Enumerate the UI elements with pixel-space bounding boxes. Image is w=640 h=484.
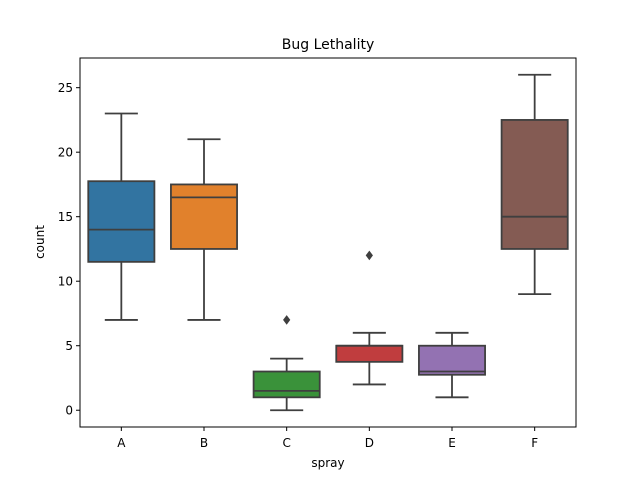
y-tick-label: 25 [58, 81, 73, 95]
box-a [87, 180, 156, 263]
outlier-point [283, 315, 291, 325]
x-tick-label: C [282, 436, 290, 450]
x-tick-label: E [448, 436, 456, 450]
plot-area [87, 73, 569, 412]
box-group-c [252, 315, 321, 412]
y-tick-label: 0 [65, 404, 73, 418]
y-tick-label: 10 [58, 275, 73, 289]
box-c [252, 370, 321, 399]
outlier-point [365, 250, 373, 261]
x-tick-label: F [531, 436, 538, 450]
y-axis-label: count [33, 225, 47, 259]
box-d [335, 344, 404, 363]
y-axis: 0 5 10 15 20 25 [58, 81, 80, 418]
x-axis-label: spray [311, 456, 344, 470]
box-group-a [87, 112, 156, 321]
chart-title: Bug Lethality [282, 37, 374, 53]
box-group-f [500, 73, 569, 296]
box-f [500, 119, 569, 250]
box-group-b [170, 138, 238, 321]
y-tick-label: 20 [58, 146, 73, 160]
box-group-d [335, 250, 404, 386]
x-axis: A B C D E F [117, 427, 538, 450]
y-tick-label: 15 [58, 210, 73, 224]
x-tick-label: D [365, 436, 374, 450]
axes-frame [79, 57, 577, 428]
y-tick-label: 5 [65, 339, 73, 353]
box-b [170, 183, 238, 250]
x-tick-label: B [200, 436, 208, 450]
box-e [418, 344, 486, 376]
box-group-e [418, 331, 486, 399]
x-tick-label: A [117, 436, 126, 450]
